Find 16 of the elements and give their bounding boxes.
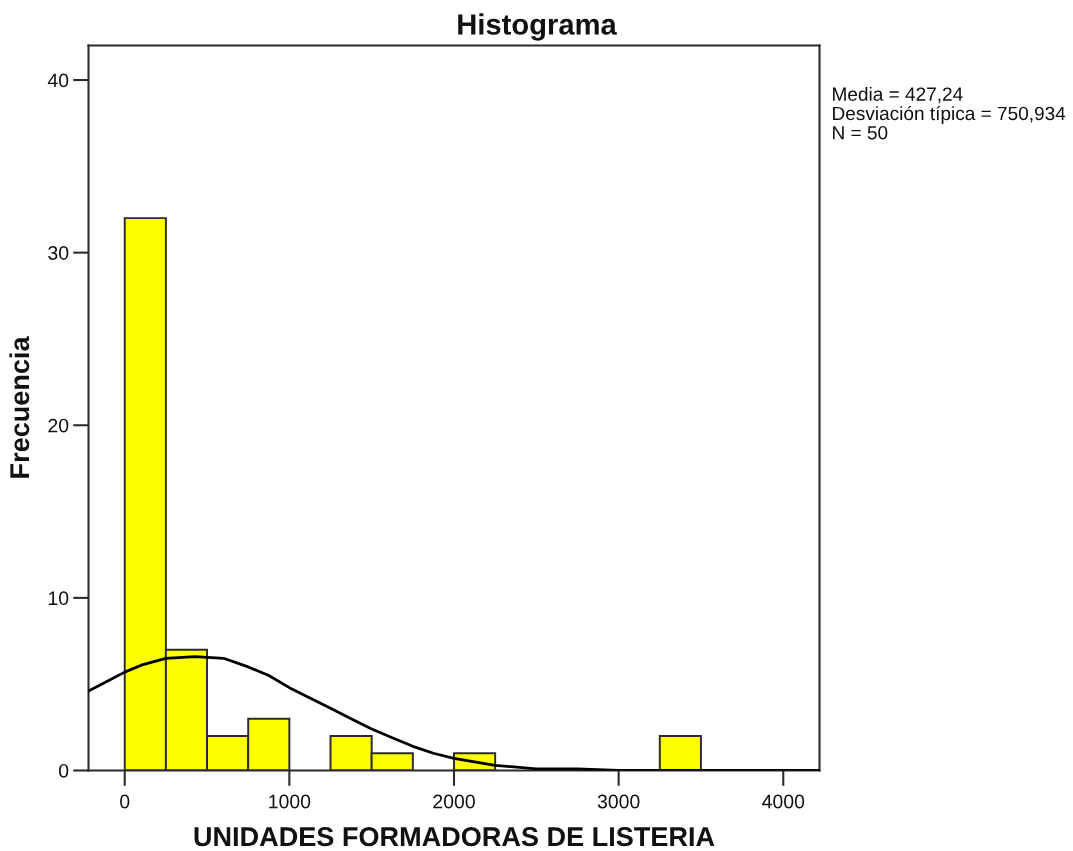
y-axis-title: Frecuencia [9,336,30,478]
y-tick-label: 20 [48,418,69,433]
y-tick-label: 40 [47,73,69,88]
x-tick-label: 1000 [269,794,311,809]
text: Media = 427,24 [833,86,963,104]
x-tick-label: 4000 [762,794,805,809]
y-tick-label: 10 [48,591,69,606]
text: N = 50 [833,126,888,140]
text: Desviación típica = 750,934 [833,105,1066,124]
x-tick-label: 3000 [597,794,640,809]
y-tick-label: 0 [59,763,69,778]
y-tick-label: 30 [48,246,69,260]
x-axis-title: UNIDADES FORMADORAS DE LISTERIA [194,827,715,847]
chart-title: Histograma [458,13,617,41]
x-tick-label: 0 [120,794,130,809]
x-tick-label: 2000 [433,794,475,809]
